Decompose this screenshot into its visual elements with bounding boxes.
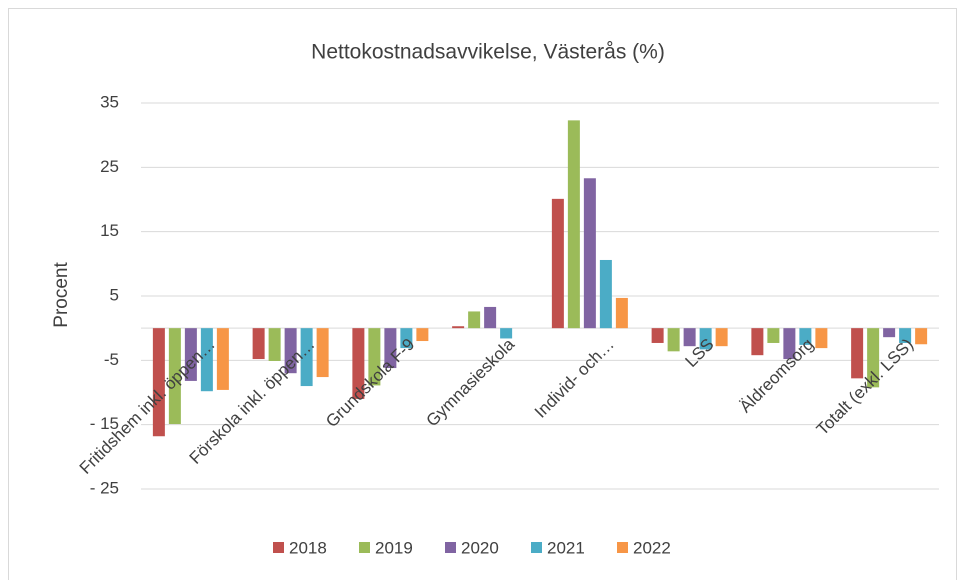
bar: [583, 178, 596, 329]
legend-label: 2022: [633, 538, 671, 557]
bar: [200, 328, 213, 392]
bar: [551, 198, 564, 329]
bar: [883, 328, 896, 338]
legend-label: 2019: [375, 538, 413, 557]
bar: [484, 306, 497, 329]
bar: [252, 328, 265, 360]
bar: [599, 259, 612, 329]
bar: [352, 328, 365, 399]
x-tick-label: Individ- och…: [531, 335, 618, 422]
bar: [683, 328, 696, 347]
legend-swatch: [445, 542, 456, 553]
y-tick-label: 5: [110, 285, 119, 304]
y-tick-label: 25: [100, 157, 119, 176]
y-tick-label: - 25: [90, 478, 119, 497]
bar: [867, 328, 880, 388]
legend-swatch: [359, 542, 370, 553]
x-tick-label: Äldreomsorg: [736, 335, 818, 417]
x-tick-label: Totalt (exkl. LSS): [813, 335, 917, 439]
bar: [815, 328, 828, 349]
bar: [184, 328, 197, 381]
legend-label: 2018: [289, 538, 327, 557]
bar: [799, 328, 812, 345]
bar: [316, 328, 329, 378]
bar: [400, 328, 413, 349]
bar: [699, 328, 712, 350]
bar: [615, 297, 628, 329]
bar: [468, 311, 481, 329]
y-tick-label: 35: [100, 92, 119, 111]
bar: [216, 328, 229, 390]
y-tick-label: - 15: [90, 414, 119, 433]
bar: [416, 328, 429, 342]
legend-swatch: [531, 542, 542, 553]
bar: [651, 328, 664, 343]
y-axis-label: Procent: [51, 262, 72, 328]
y-tick-label: 15: [100, 221, 119, 240]
bar: [500, 328, 513, 339]
bar: [783, 328, 796, 360]
bar: [667, 328, 680, 352]
bar: [152, 328, 165, 437]
bar: [715, 328, 728, 347]
bar: [915, 328, 928, 345]
bar: [368, 328, 381, 386]
legend-label: 2021: [547, 538, 585, 557]
legend-swatch: [273, 542, 284, 553]
chart-border: [8, 8, 957, 580]
bar: [567, 120, 580, 329]
bar: [268, 328, 281, 361]
legend-label: 2020: [461, 538, 499, 557]
legend-swatch: [617, 542, 628, 553]
bar: [452, 326, 465, 329]
bar: [384, 328, 397, 369]
bar: [300, 328, 313, 387]
x-tick-label: Gymnasieskola: [423, 334, 519, 430]
bar: [168, 328, 181, 425]
bar: [284, 328, 297, 374]
bar: [899, 328, 912, 343]
chart-title: Nettokostnadsavvikelse, Västerås (%): [311, 41, 665, 64]
y-tick-label: -5: [104, 350, 119, 369]
bar: [851, 328, 864, 379]
bar: [751, 328, 764, 356]
bar: [767, 328, 780, 343]
